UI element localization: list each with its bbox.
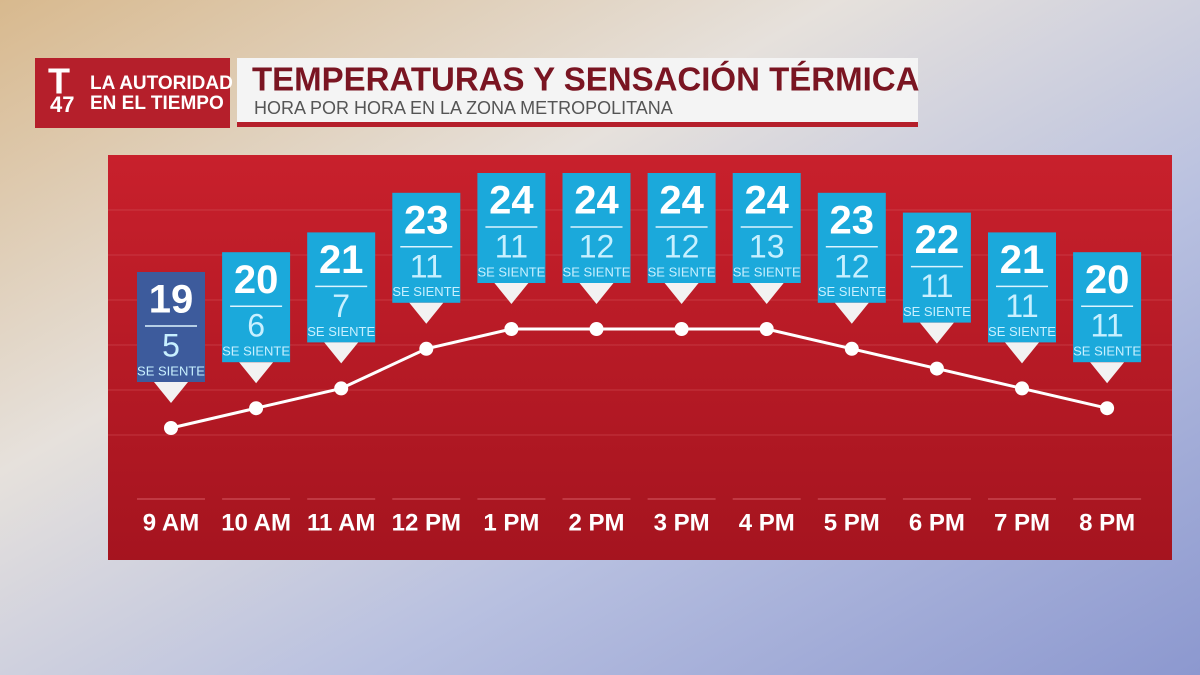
feels-like-caption: SE SIENTE bbox=[648, 264, 716, 279]
logo-mark: T bbox=[48, 61, 70, 102]
feels-like-caption: SE SIENTE bbox=[818, 284, 886, 299]
feels-like-caption: SE SIENTE bbox=[222, 344, 290, 359]
temperature-point bbox=[759, 322, 774, 336]
temperature-label: 24 bbox=[744, 179, 789, 223]
x-tick-label: 11 AM bbox=[307, 509, 375, 536]
feels-like-label: 11 bbox=[1005, 288, 1038, 324]
temperature-label: 20 bbox=[234, 258, 279, 302]
label-box bbox=[817, 192, 886, 303]
temperature-label: 23 bbox=[830, 198, 875, 242]
temperature-label: 21 bbox=[1000, 238, 1045, 282]
x-tick-label: 8 PM bbox=[1079, 509, 1135, 536]
temperature-label: 19 bbox=[149, 278, 194, 322]
temperature-label: 22 bbox=[915, 218, 960, 262]
feels-like-label: 11 bbox=[1090, 308, 1123, 344]
label-pointer bbox=[834, 302, 869, 324]
feels-like-label: 12 bbox=[579, 228, 615, 264]
temperature-line bbox=[170, 327, 1108, 430]
feels-like-caption: SE SIENTE bbox=[903, 304, 971, 319]
feels-like-label: 6 bbox=[247, 308, 265, 344]
temperature-point bbox=[929, 361, 944, 376]
label-pointer bbox=[749, 283, 784, 304]
label-pointer bbox=[324, 342, 359, 364]
feels-like-caption: SE SIENTE bbox=[477, 264, 545, 279]
x-tick-label: 9 AM bbox=[143, 509, 199, 536]
label-box bbox=[732, 173, 801, 283]
chart-title: TEMPERATURAS Y SENSACIÓN TÉRMICA bbox=[252, 61, 919, 98]
x-tick-label: 3 PM bbox=[654, 509, 710, 536]
logo-tagline: LA AUTORIDAD bbox=[90, 73, 233, 94]
temperature-point bbox=[1015, 381, 1029, 396]
feels-like-caption: SE SIENTE bbox=[563, 264, 631, 279]
x-tick-label: 10 AM bbox=[221, 509, 291, 536]
temperature-label: 21 bbox=[319, 238, 364, 282]
logo-box bbox=[35, 58, 230, 128]
temperature-point bbox=[1100, 401, 1115, 416]
x-tick-label: 12 PM bbox=[392, 509, 461, 536]
x-tick-label: 2 PM bbox=[568, 509, 624, 536]
temperature-point bbox=[844, 341, 859, 356]
label-pointer bbox=[409, 302, 444, 324]
temperature-point bbox=[419, 341, 434, 356]
label-box bbox=[1073, 252, 1142, 363]
title-bar bbox=[237, 58, 918, 124]
temperature-label: 23 bbox=[404, 198, 449, 242]
logo-tagline: EN EL TIEMPO bbox=[90, 93, 224, 114]
label-box bbox=[137, 272, 205, 382]
x-tick-label: 1 PM bbox=[483, 509, 539, 536]
feels-like-label: 12 bbox=[664, 228, 700, 264]
label-pointer bbox=[239, 362, 274, 384]
label-box bbox=[562, 173, 631, 283]
temperature-point bbox=[164, 421, 178, 435]
temperature-label: 20 bbox=[1085, 258, 1130, 302]
logo-channel: 47 bbox=[50, 92, 74, 117]
label-box bbox=[477, 173, 546, 283]
temperature-label: 24 bbox=[574, 179, 619, 223]
x-tick-label: 7 PM bbox=[994, 509, 1050, 536]
x-tick-label: 4 PM bbox=[739, 509, 795, 536]
label-pointer bbox=[664, 283, 699, 304]
label-box bbox=[392, 192, 461, 303]
temperature-point bbox=[249, 401, 264, 416]
label-pointer bbox=[1090, 362, 1125, 384]
temperature-label: 24 bbox=[489, 179, 534, 223]
label-pointer bbox=[579, 283, 614, 304]
feels-like-label: 11 bbox=[410, 248, 443, 284]
feels-like-label: 7 bbox=[332, 288, 350, 324]
temperature-point bbox=[334, 381, 349, 396]
feels-like-caption: SE SIENTE bbox=[307, 324, 375, 339]
feels-like-label: 13 bbox=[749, 228, 785, 264]
label-pointer bbox=[154, 382, 188, 403]
feels-like-caption: SE SIENTE bbox=[392, 284, 460, 299]
x-tick-label: 5 PM bbox=[824, 509, 880, 536]
feels-like-caption: SE SIENTE bbox=[137, 363, 205, 378]
temperature-point bbox=[674, 322, 689, 336]
feels-like-caption: SE SIENTE bbox=[1073, 344, 1141, 359]
feels-like-label: 12 bbox=[834, 248, 870, 284]
feels-like-caption: SE SIENTE bbox=[733, 264, 801, 279]
feels-like-label: 5 bbox=[162, 327, 180, 363]
temperature-point bbox=[589, 322, 604, 336]
label-pointer bbox=[1005, 342, 1039, 364]
label-pointer bbox=[919, 322, 954, 344]
temperature-point bbox=[504, 322, 519, 336]
feels-like-caption: SE SIENTE bbox=[988, 324, 1056, 339]
chart-subtitle: HORA POR HORA EN LA ZONA METROPOLITANA bbox=[254, 98, 673, 118]
feels-like-label: 11 bbox=[495, 228, 528, 264]
label-box bbox=[647, 173, 716, 283]
feels-like-label: 11 bbox=[920, 268, 953, 304]
label-box bbox=[988, 232, 1056, 343]
label-box bbox=[902, 212, 971, 323]
x-tick-label: 6 PM bbox=[909, 509, 965, 536]
temperature-label: 24 bbox=[659, 179, 704, 223]
title-stripe bbox=[237, 122, 918, 127]
label-pointer bbox=[494, 283, 529, 304]
label-box bbox=[307, 232, 376, 343]
label-box bbox=[222, 252, 291, 363]
